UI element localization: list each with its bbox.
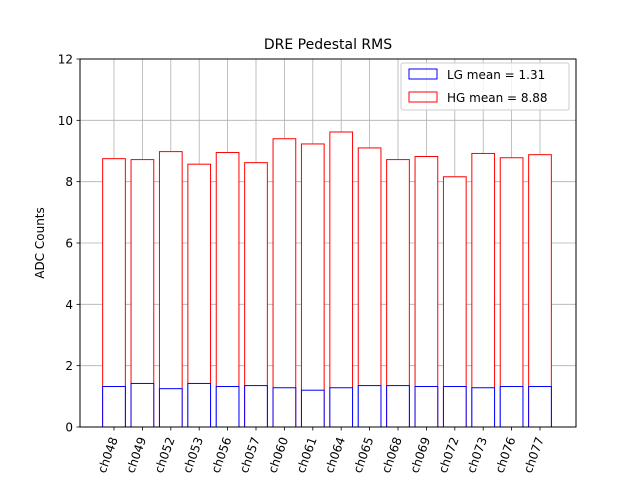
x-tick-label: ch069 bbox=[407, 435, 433, 475]
legend: LG mean = 1.31 HG mean = 8.88 bbox=[400, 62, 570, 111]
x-tick-label: ch061 bbox=[294, 435, 320, 475]
x-tick-label: ch068 bbox=[379, 435, 405, 475]
y-tick-label: 8 bbox=[65, 175, 73, 189]
bar-ch061 bbox=[300, 389, 325, 428]
bar-ch057 bbox=[244, 385, 268, 428]
y-tick-label: 12 bbox=[58, 53, 73, 67]
x-tick-label: ch053 bbox=[180, 435, 206, 475]
legend-box bbox=[400, 62, 570, 111]
legend-swatch-lg bbox=[408, 68, 438, 80]
x-tick-label: ch048 bbox=[95, 435, 121, 475]
y-tick-label: 10 bbox=[58, 114, 73, 128]
bar-ch076 bbox=[499, 386, 524, 428]
bar-ch049 bbox=[130, 382, 155, 428]
x-tick-label: ch077 bbox=[521, 435, 547, 475]
bar-ch056 bbox=[215, 152, 240, 428]
bar-ch056 bbox=[215, 386, 240, 428]
bar-ch052 bbox=[158, 388, 183, 428]
y-tick-label: 2 bbox=[65, 359, 73, 373]
x-tick-label: ch072 bbox=[436, 435, 462, 475]
bar-ch061 bbox=[300, 143, 325, 428]
y-axis: 0 2 4 6 8 10 12 bbox=[58, 53, 80, 435]
x-tick-label: ch073 bbox=[464, 435, 490, 475]
bar-ch073 bbox=[471, 387, 496, 428]
bar-ch077 bbox=[528, 386, 552, 428]
bar-ch068 bbox=[386, 385, 410, 428]
bar-ch072 bbox=[442, 386, 467, 428]
bar-ch060 bbox=[272, 138, 297, 428]
bar-ch048 bbox=[102, 386, 126, 428]
bar-ch060 bbox=[272, 387, 297, 428]
bar-ch064 bbox=[329, 387, 354, 428]
legend-label-hg: HG mean = 8.88 bbox=[447, 91, 548, 105]
x-tick-label: ch049 bbox=[123, 435, 149, 475]
bar-ch073 bbox=[471, 152, 496, 428]
x-tick-label: ch064 bbox=[322, 435, 348, 475]
x-tick-label: ch065 bbox=[351, 435, 377, 475]
bar-ch052 bbox=[158, 151, 183, 428]
x-tick-label: ch060 bbox=[265, 435, 291, 475]
bar-ch065 bbox=[357, 385, 382, 428]
bar-ch069 bbox=[414, 386, 439, 428]
bar-ch064 bbox=[329, 131, 354, 428]
y-tick-label: 4 bbox=[65, 298, 73, 312]
x-tick-label: ch057 bbox=[237, 435, 263, 475]
y-tick-label: 0 bbox=[65, 421, 73, 435]
y-axis-label: ADC Counts bbox=[33, 207, 47, 279]
bars bbox=[102, 131, 552, 428]
x-tick-label: ch076 bbox=[493, 435, 519, 475]
x-tick-label: ch052 bbox=[152, 435, 178, 475]
x-tick-label: ch056 bbox=[209, 435, 235, 475]
legend-label-lg: LG mean = 1.31 bbox=[447, 68, 545, 82]
bar-ch053 bbox=[187, 382, 212, 428]
chart-title: DRE Pedestal RMS bbox=[264, 37, 392, 53]
x-axis: ch048 ch049 ch052 ch053 ch056 ch057 ch060 ch061… bbox=[95, 427, 547, 475]
legend-swatch-hg bbox=[408, 91, 438, 103]
y-tick-label: 6 bbox=[65, 237, 73, 251]
